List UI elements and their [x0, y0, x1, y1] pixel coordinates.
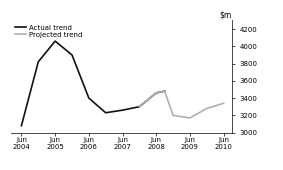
Projected trend [222, 102, 225, 104]
Projected trend [155, 92, 158, 94]
Actual trend [155, 92, 158, 94]
Line: Actual trend: Actual trend [22, 41, 165, 126]
Legend: Actual trend, Projected trend: Actual trend, Projected trend [15, 24, 83, 38]
Actual trend [121, 109, 124, 111]
Actual trend [70, 54, 74, 56]
Projected trend [205, 107, 209, 109]
Text: $m: $m [220, 10, 232, 19]
Actual trend [87, 97, 91, 99]
Actual trend [37, 61, 40, 63]
Line: Projected trend: Projected trend [140, 91, 224, 118]
Projected trend [171, 114, 175, 116]
Actual trend [53, 40, 57, 42]
Projected trend [163, 90, 166, 92]
Projected trend [188, 117, 192, 119]
Actual trend [138, 106, 141, 108]
Actual trend [104, 112, 107, 114]
Actual trend [20, 125, 23, 127]
Projected trend [138, 106, 141, 108]
Actual trend [163, 90, 166, 92]
